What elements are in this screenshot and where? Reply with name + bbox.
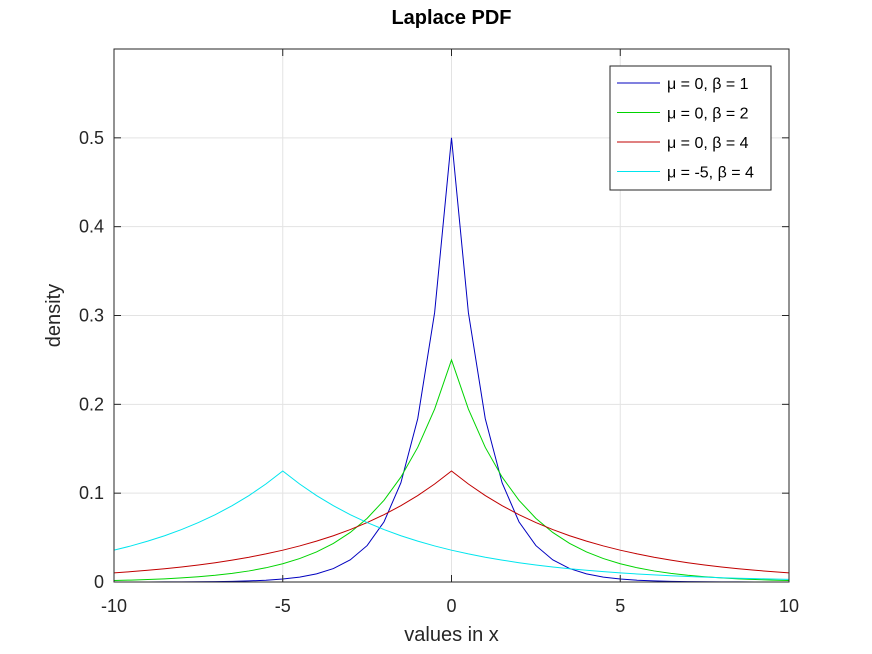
x-tick-label: -10 (101, 596, 127, 616)
ticks (113, 49, 790, 583)
x-tick-labels: -10 -5 0 5 10 (101, 596, 799, 616)
chart-title: Laplace PDF (391, 7, 511, 29)
legend-box (609, 65, 772, 191)
x-tick-label: 0 (446, 596, 456, 616)
y-tick-label: 0.1 (79, 483, 104, 503)
series-group (114, 137, 789, 582)
y-tick-label: 0 (94, 572, 104, 592)
x-axis-label: values in x (404, 624, 499, 646)
legend-label: μ = 0, β = 2 (667, 106, 749, 123)
y-tick-labels: 0 0.1 0.2 0.3 0.4 0.5 (79, 128, 104, 592)
y-tick-label: 0.4 (79, 217, 104, 237)
x-tick-label: 5 (615, 596, 625, 616)
y-tick-label: 0.3 (79, 306, 104, 326)
y-tick-label: 0.2 (79, 394, 104, 414)
series-line-1 (114, 137, 789, 582)
series-line-4 (114, 470, 789, 580)
series-line-2 (114, 358, 789, 582)
y-tick-label: 0.5 (79, 128, 104, 148)
y-axis-label: density (43, 284, 65, 347)
series-line-3 (114, 470, 789, 574)
legend-label: μ = 0, β = 4 (667, 135, 749, 152)
x-tick-label: -5 (275, 596, 291, 616)
legend-label: μ = -5, β = 4 (667, 165, 754, 182)
legend-label: μ = 0, β = 1 (667, 76, 749, 93)
legend: μ = 0, β = 1 μ = 0, β = 2 μ = 0, β = 4 μ = … (609, 65, 772, 191)
x-tick-label: 10 (779, 596, 799, 616)
